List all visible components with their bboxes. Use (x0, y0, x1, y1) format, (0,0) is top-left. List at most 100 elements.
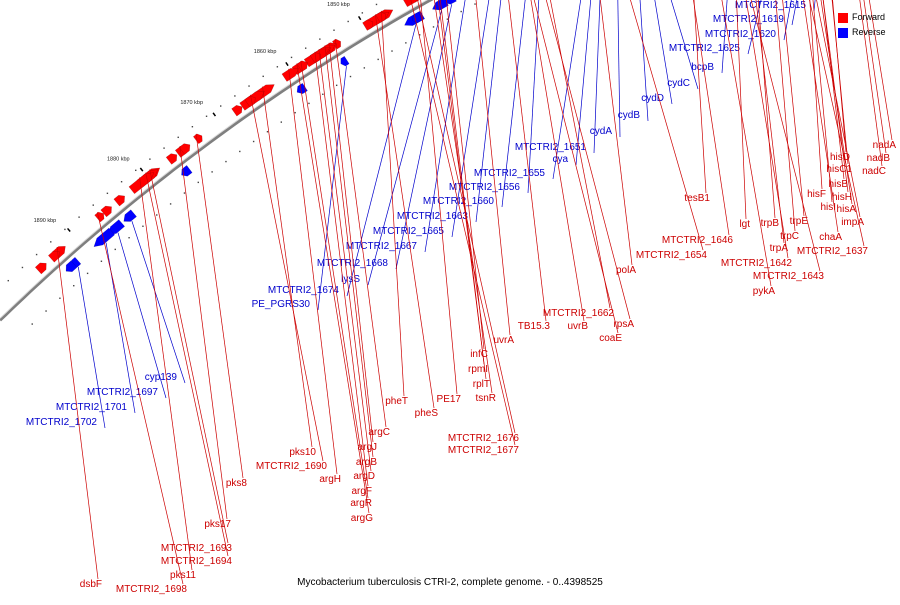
forward-gene-leader (296, 63, 370, 514)
forward-gene-label: pks10 (289, 447, 316, 458)
reverse-gene-label: MTCTRI2_1651 (515, 142, 587, 153)
forward-gene-leader (374, 14, 435, 409)
reverse-gene-arrow (443, 0, 457, 5)
forward-gene-label: nadB (867, 153, 891, 164)
forward-gene-leader (721, 0, 772, 287)
forward-gene-label: hisH (832, 192, 852, 203)
grid-dot (418, 34, 421, 36)
reverse-gene-label: PE_PGRS30 (252, 299, 311, 310)
forward-gene-label: argB (356, 457, 377, 468)
forward-gene-label: PE17 (437, 394, 462, 405)
forward-gene-arrow (362, 19, 374, 31)
forward-gene-leader (195, 133, 244, 479)
forward-gene-label: MTCTRI2_1698 (116, 584, 188, 595)
reverse-gene-label: lysS (341, 274, 360, 285)
genome-backbone (0, 0, 434, 322)
grid-dot (375, 3, 378, 6)
forward-gene-leader (832, 0, 847, 153)
grid-dot (59, 297, 61, 299)
forward-gene-leader (816, 0, 861, 218)
reverse-gene-arrow (123, 209, 137, 222)
forward-gene-label: MTCTRI2_1637 (797, 246, 869, 257)
forward-gene-label: pheT (385, 396, 408, 407)
forward-gene-leader (324, 45, 374, 458)
forward-gene-leader (250, 94, 324, 462)
reverse-gene-label: MTCTRI2_1656 (449, 182, 521, 193)
forward-gene-label: pks8 (226, 478, 248, 489)
legend-reverse-swatch (838, 27, 848, 38)
forward-gene-leader (434, 0, 493, 394)
forward-gene-label: argD (353, 471, 375, 482)
reverse-gene-arrow (412, 11, 424, 23)
reverse-gene-label: cydC (667, 78, 690, 89)
forward-gene-leader (288, 68, 338, 475)
reverse-gene-label: MTCTRI2_1701 (56, 402, 128, 413)
reverse-gene-label: cydD (641, 93, 664, 104)
forward-gene-label: argF (351, 486, 372, 497)
forward-gene-label: rplT (473, 379, 490, 390)
forward-gene-label: MTCTRI2_1676 (448, 433, 520, 444)
forward-gene-leader (600, 0, 633, 266)
grid-dot (377, 58, 379, 61)
reverse-gene-label: MTCTRI2_1619 (713, 14, 785, 25)
forward-gene-label: MTCTRI2_1662 (543, 308, 615, 319)
forward-gene-arrow (165, 153, 178, 165)
grid-dot (128, 237, 130, 239)
forward-gene-label: TB15.3 (518, 321, 551, 332)
grid-dot (135, 169, 137, 172)
grid-dot (220, 105, 222, 107)
forward-gene-label: MTCTRI2_1643 (753, 271, 825, 282)
reverse-gene-leader (575, 0, 592, 166)
grid-dot (432, 26, 435, 28)
forward-gene-label: chaA (819, 232, 842, 243)
grid-dot (64, 228, 66, 231)
forward-gene-label: trpC (780, 231, 799, 242)
reverse-gene-leader (783, 0, 792, 41)
grid-dot (205, 115, 208, 117)
forward-gene-leader (693, 0, 730, 236)
forward-gene-leader (775, 0, 796, 232)
forward-gene-arrow (113, 194, 125, 207)
forward-gene-label: argR (350, 498, 372, 509)
grid-dot (349, 75, 352, 78)
forward-gene-leader (550, 0, 611, 309)
reverse-gene-label: cydA (590, 126, 613, 137)
grid-dot (106, 192, 109, 195)
forward-gene-label: argC (368, 427, 390, 438)
forward-gene-leader (755, 0, 785, 244)
reverse-gene-leader (77, 266, 106, 429)
forward-gene-leader (300, 60, 369, 499)
grid-dot (363, 67, 366, 69)
forward-gene-leader (863, 0, 887, 154)
kbp-tick-label: 1870 kbp (180, 100, 203, 106)
grid-dot (391, 50, 393, 52)
forward-gene-leader (859, 0, 883, 167)
forward-gene-label: pykA (753, 286, 776, 297)
legend: Forward Reverse (838, 9, 900, 39)
grid-dot (142, 225, 144, 227)
reverse-gene-leader (552, 0, 582, 180)
grid-dot (156, 214, 158, 216)
forward-gene-leader (533, 0, 619, 334)
reverse-gene-leader (654, 0, 673, 105)
reverse-gene-arrow (340, 55, 350, 67)
reverse-gene-leader (475, 0, 502, 223)
forward-gene-label: hisD (830, 152, 850, 163)
grid-dot (335, 84, 338, 87)
forward-gene-label: nadC (862, 166, 886, 177)
forward-gene-label: trpB (761, 218, 780, 229)
forward-gene-label: MTCTRI2_1694 (161, 556, 233, 567)
reverse-gene-label: MTCTRI2_1667 (346, 241, 418, 252)
forward-gene-leader (446, 0, 485, 350)
reverse-gene-leader (117, 232, 167, 399)
forward-gene-leader (328, 42, 374, 443)
forward-gene-arrow (231, 105, 243, 117)
forward-gene-label: MTCTRI2_1642 (721, 258, 793, 269)
forward-gene-leader (149, 169, 229, 544)
grid-dot (304, 47, 307, 49)
reverse-gene-leader (367, 9, 443, 286)
forward-gene-leader (809, 0, 823, 190)
reverse-gene-label: MTCTRI2_1660 (423, 196, 495, 207)
reverse-gene-arrow (65, 260, 78, 272)
forward-gene-leader (822, 0, 849, 193)
